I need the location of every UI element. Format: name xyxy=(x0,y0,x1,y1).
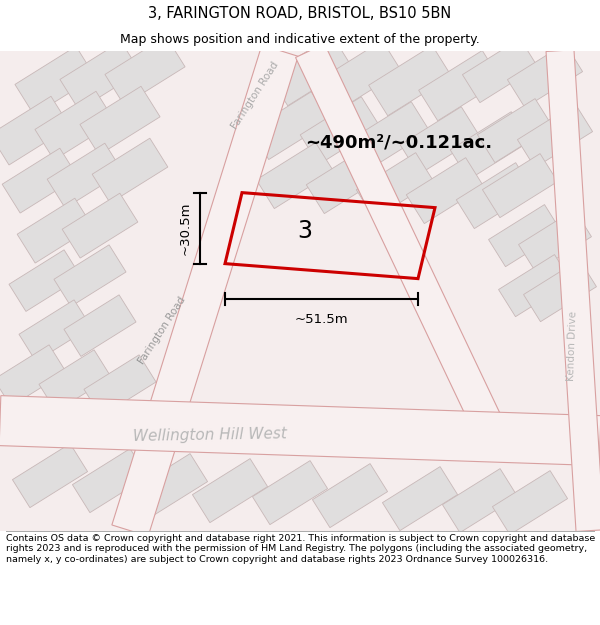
Polygon shape xyxy=(17,198,93,263)
Polygon shape xyxy=(463,39,538,102)
Polygon shape xyxy=(400,107,480,174)
Polygon shape xyxy=(307,148,383,214)
Polygon shape xyxy=(39,350,111,411)
Polygon shape xyxy=(60,41,140,110)
Polygon shape xyxy=(133,454,208,518)
Polygon shape xyxy=(508,44,583,108)
Polygon shape xyxy=(112,45,298,536)
Polygon shape xyxy=(419,51,502,121)
Polygon shape xyxy=(499,254,571,317)
Polygon shape xyxy=(488,204,562,267)
Text: Contains OS data © Crown copyright and database right 2021. This information is : Contains OS data © Crown copyright and d… xyxy=(6,534,595,564)
Polygon shape xyxy=(493,471,568,534)
Polygon shape xyxy=(19,300,91,361)
Polygon shape xyxy=(35,91,115,160)
Polygon shape xyxy=(382,467,458,531)
Polygon shape xyxy=(15,46,95,115)
Polygon shape xyxy=(13,444,88,508)
Polygon shape xyxy=(442,469,518,532)
Polygon shape xyxy=(517,104,593,168)
Polygon shape xyxy=(80,86,160,155)
Polygon shape xyxy=(54,245,126,306)
Polygon shape xyxy=(524,259,596,322)
Polygon shape xyxy=(478,99,553,162)
Text: ~51.5m: ~51.5m xyxy=(295,312,349,326)
Text: ~30.5m: ~30.5m xyxy=(179,201,192,255)
Polygon shape xyxy=(92,138,168,203)
Polygon shape xyxy=(518,209,592,272)
Polygon shape xyxy=(0,396,600,466)
Polygon shape xyxy=(105,36,185,105)
Polygon shape xyxy=(256,142,334,209)
Polygon shape xyxy=(319,41,401,111)
Polygon shape xyxy=(193,459,268,522)
Polygon shape xyxy=(269,36,352,106)
Polygon shape xyxy=(0,51,600,531)
Polygon shape xyxy=(350,102,430,169)
Polygon shape xyxy=(73,449,148,512)
Polygon shape xyxy=(450,112,530,179)
Polygon shape xyxy=(64,295,136,356)
Text: Farington Road: Farington Road xyxy=(136,295,188,366)
Polygon shape xyxy=(47,143,123,208)
Polygon shape xyxy=(84,355,156,416)
Text: ~490m²/~0.121ac.: ~490m²/~0.121ac. xyxy=(305,134,492,152)
Polygon shape xyxy=(250,92,330,159)
Polygon shape xyxy=(62,193,138,258)
Text: Map shows position and indicative extent of the property.: Map shows position and indicative extent… xyxy=(120,32,480,46)
Text: Kendon Drive: Kendon Drive xyxy=(566,311,578,381)
Polygon shape xyxy=(2,148,78,213)
Polygon shape xyxy=(356,152,434,219)
Text: Farington Road: Farington Road xyxy=(229,60,281,131)
Polygon shape xyxy=(296,44,514,457)
Polygon shape xyxy=(0,345,66,406)
Polygon shape xyxy=(0,96,70,165)
Text: 3, FARINGTON ROAD, BRISTOL, BS10 5BN: 3, FARINGTON ROAD, BRISTOL, BS10 5BN xyxy=(148,6,452,21)
Polygon shape xyxy=(253,461,328,524)
Polygon shape xyxy=(313,464,388,528)
Text: Wellington Hill West: Wellington Hill West xyxy=(133,427,287,444)
Polygon shape xyxy=(9,250,81,311)
Polygon shape xyxy=(406,158,484,224)
Polygon shape xyxy=(457,162,533,229)
Text: 3: 3 xyxy=(298,219,313,243)
Polygon shape xyxy=(368,46,451,116)
Polygon shape xyxy=(546,50,600,531)
Polygon shape xyxy=(300,97,380,164)
Polygon shape xyxy=(482,154,557,218)
